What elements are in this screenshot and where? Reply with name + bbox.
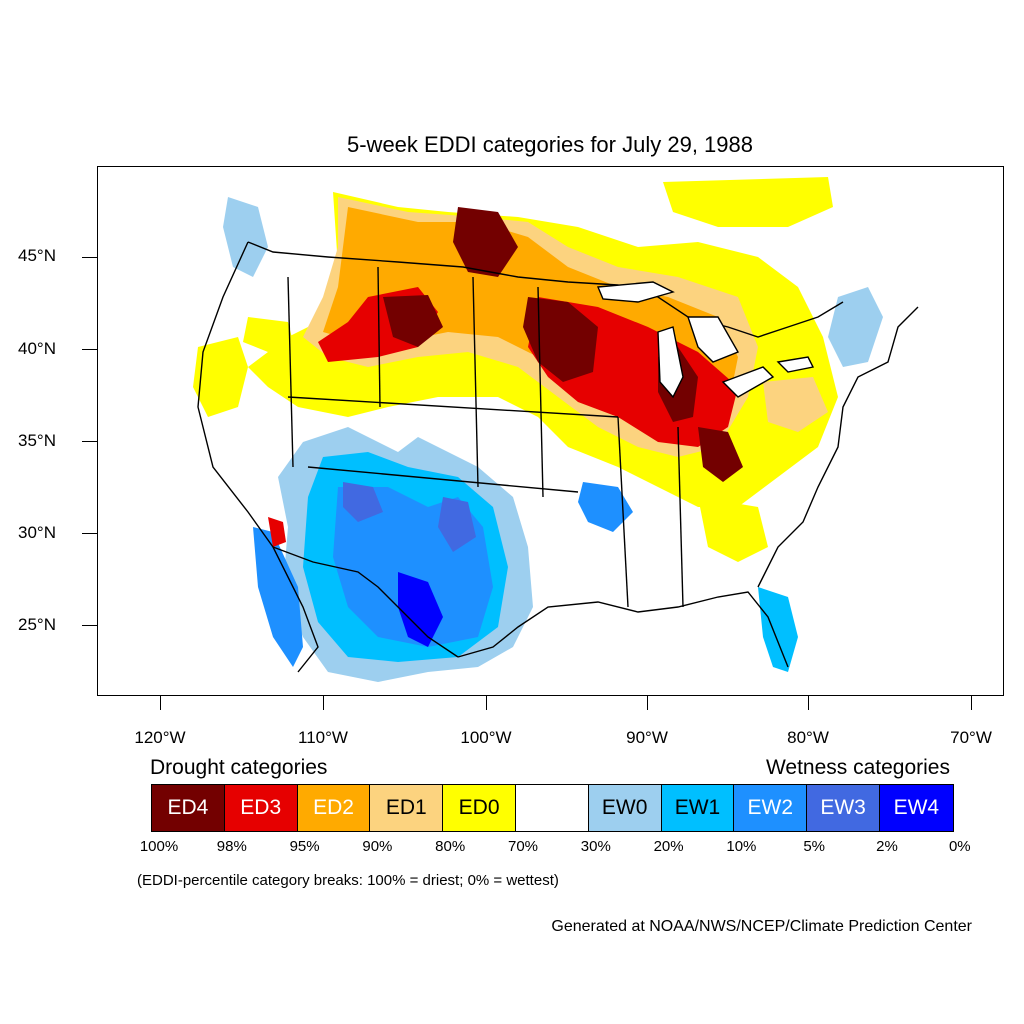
percentile-label: 95% <box>289 838 320 855</box>
lon-label-70: 70°W <box>950 728 992 747</box>
credit-line: Generated at NOAA/NWS/NCEP/Climate Predi… <box>551 918 972 935</box>
lon-tick <box>808 696 809 710</box>
lon-tick <box>647 696 648 710</box>
lon-tick <box>486 696 487 710</box>
lon-tick <box>971 696 972 710</box>
percentile-label: 80% <box>435 838 466 855</box>
lon-label-110: 110°W <box>298 728 348 747</box>
lon-label-100: 100°W <box>460 728 512 747</box>
percentile-label: 30% <box>580 838 611 855</box>
legend-swatch-ed1: ED1 <box>370 785 444 831</box>
legend-swatch-ew3: EW3 <box>807 785 880 831</box>
percentile-label: 20% <box>653 838 684 855</box>
lat-tick <box>82 349 97 350</box>
percentile-label: 2% <box>876 838 898 855</box>
great-lakes <box>596 281 815 399</box>
percentile-label: 10% <box>726 838 757 855</box>
legend-swatch-ew0: EW0 <box>588 785 662 831</box>
lat-label-35: 35°N <box>18 431 56 450</box>
percentile-label: 0% <box>948 838 971 855</box>
legend-swatch-ed2: ED2 <box>297 785 371 831</box>
legend-swatch-ed0: ED0 <box>443 785 516 831</box>
map-title: 5-week EDDI categories for July 29, 1988 <box>347 132 753 157</box>
lat-label-40: 40°N <box>18 339 56 358</box>
lon-tick <box>323 696 324 710</box>
lat-label-45: 45°N <box>18 246 56 265</box>
percentile-label: 70% <box>507 838 539 855</box>
lat-tick <box>82 533 97 534</box>
percentile-label: 5% <box>803 838 826 855</box>
legend-swatch-neutral <box>515 785 589 831</box>
lon-label-90: 90°W <box>626 728 668 747</box>
lat-tick <box>82 441 97 442</box>
percentile-label: 90% <box>362 838 393 855</box>
eddi-map <box>97 166 1004 696</box>
lon-label-80: 80°W <box>787 728 829 747</box>
wetness-regions <box>223 197 883 682</box>
legend-swatch-ed4: ED4 <box>152 785 225 831</box>
lon-tick <box>160 696 161 710</box>
lon-label-120: 120°W <box>134 728 186 747</box>
lat-tick <box>82 625 97 626</box>
percentile-label: 100% <box>139 838 179 855</box>
lat-label-25: 25°N <box>18 615 56 634</box>
lat-label-30: 30°N <box>18 523 56 542</box>
drought-regions <box>193 177 838 562</box>
drought-heading: Drought categories <box>150 756 328 779</box>
legend-swatch-ew2: EW2 <box>734 785 808 831</box>
eddi-map-graphic <box>193 177 919 682</box>
percentile-label: 98% <box>216 838 247 855</box>
category-legend: ED4 ED3 ED2 ED1 ED0 EW0 EW1 EW2 EW3 EW4 <box>151 784 954 832</box>
coastline-and-borders <box>197 241 919 673</box>
wetness-heading: Wetness categories <box>765 756 950 779</box>
lat-tick <box>82 257 97 258</box>
legend-swatch-ed3: ED3 <box>224 785 298 831</box>
legend-swatch-ew1: EW1 <box>661 785 735 831</box>
percentile-note: (EDDI-percentile category breaks: 100% =… <box>137 872 559 889</box>
legend-swatch-ew4: EW4 <box>879 785 953 831</box>
